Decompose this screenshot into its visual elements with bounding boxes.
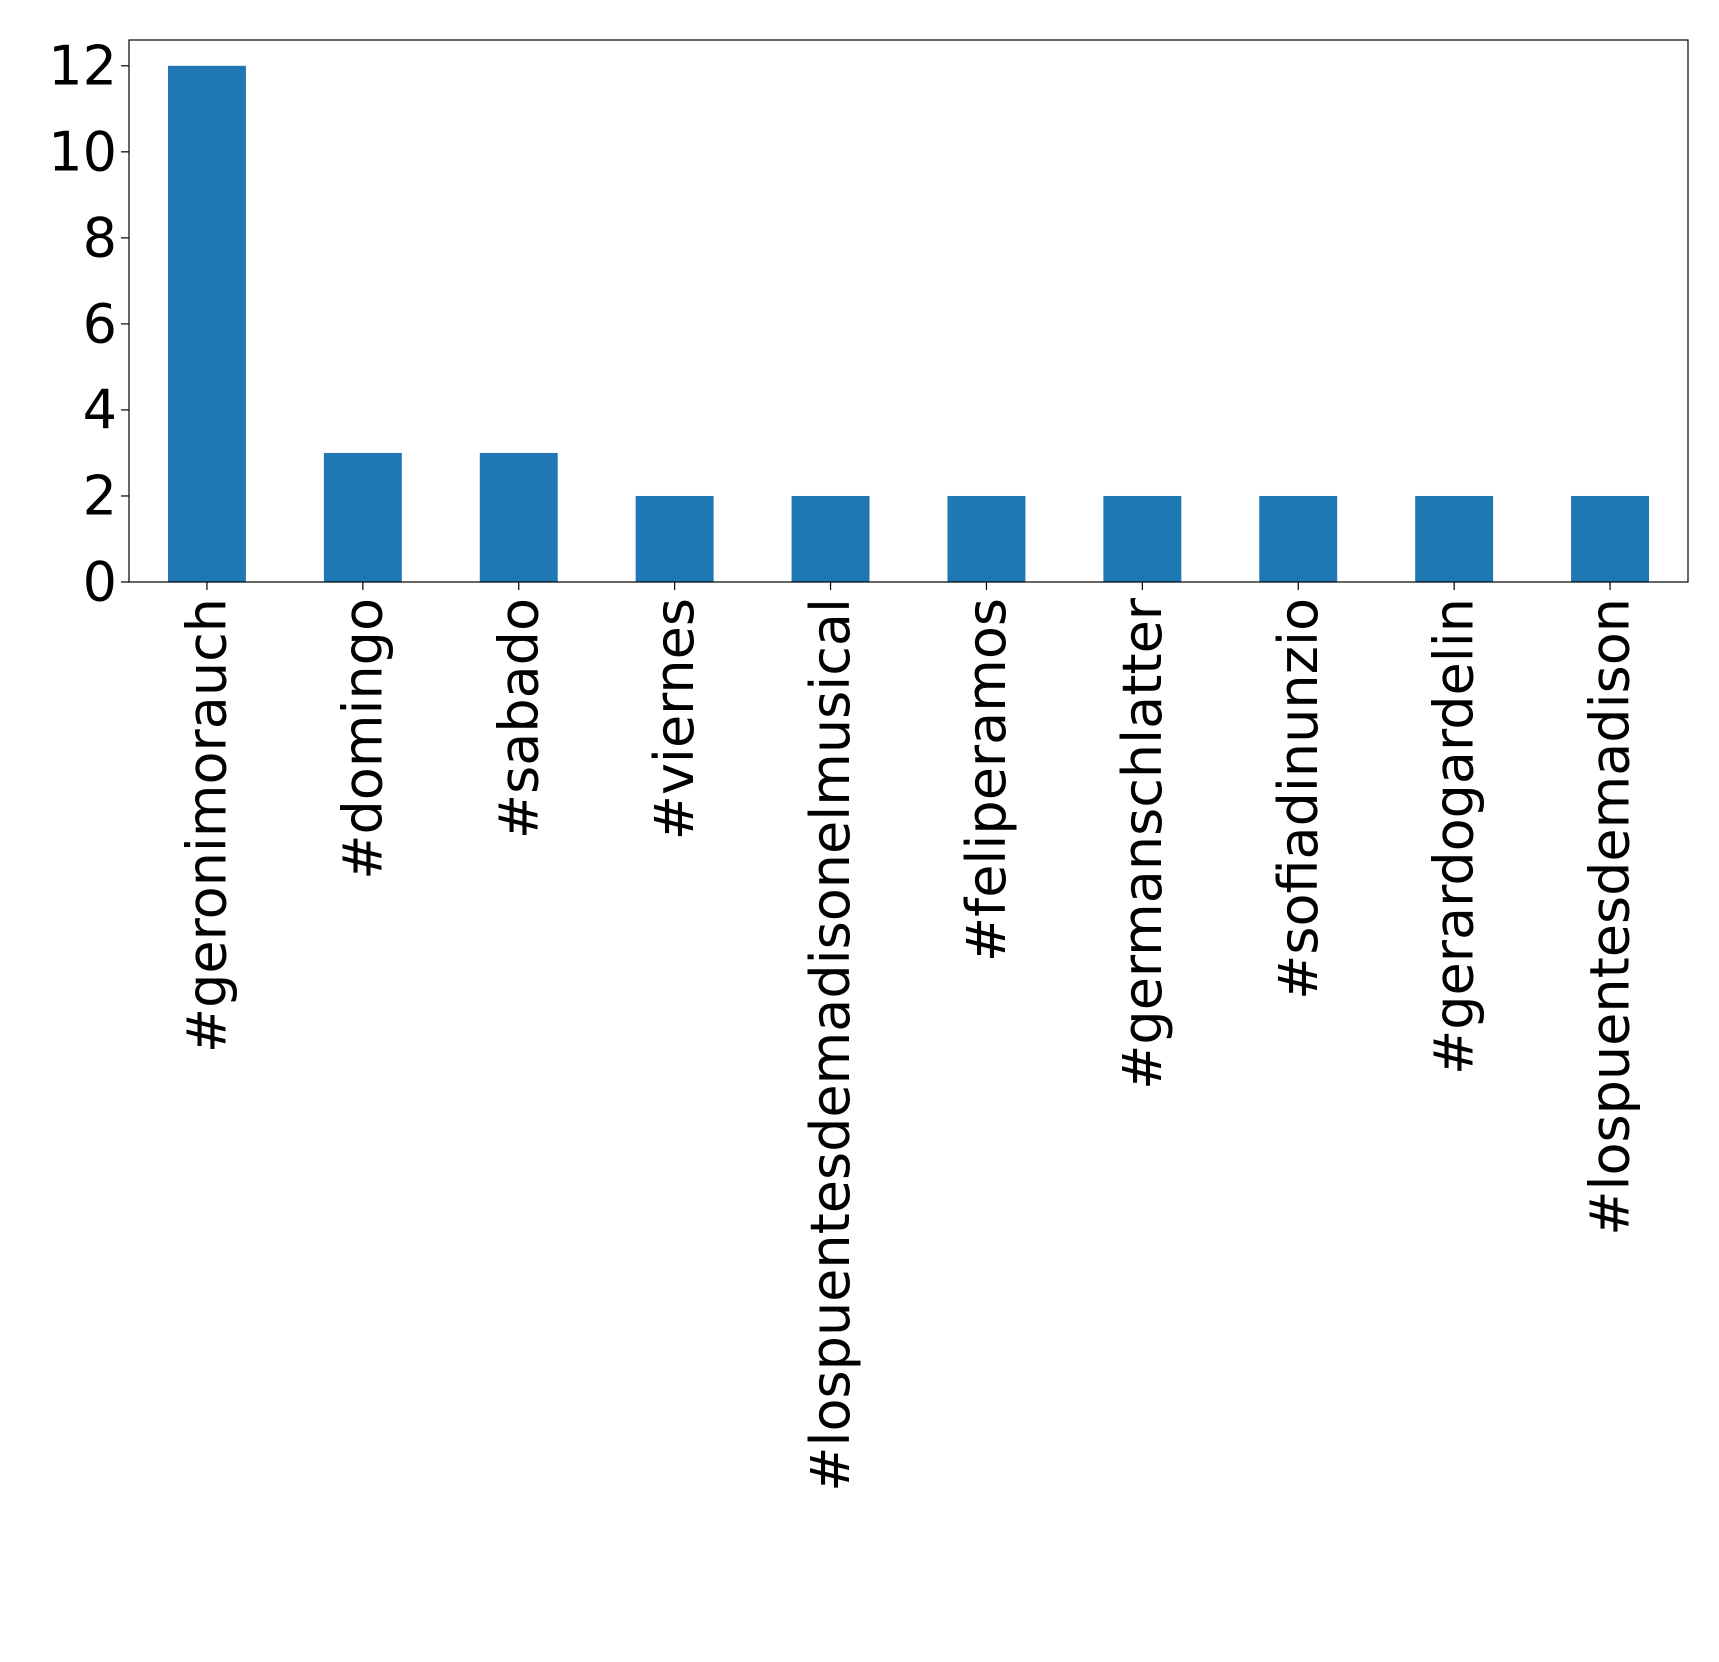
x-tick-label: #germanschlatter [1111, 597, 1174, 1090]
bar [1103, 495, 1182, 582]
x-tick-label: #geronimorauch [175, 598, 238, 1053]
x-tick-label: #gerardogardelin [1423, 598, 1486, 1075]
x-tick-label: #feliperamos [955, 598, 1018, 962]
bar [167, 65, 246, 583]
bar [1571, 495, 1650, 582]
y-tick-label: 12 [48, 34, 117, 97]
bar [479, 452, 558, 582]
plot-frame [128, 39, 1689, 583]
x-tick-label: #lospuentesdemadisonelmusical [799, 598, 862, 1492]
bars [167, 65, 1650, 583]
bar [791, 495, 870, 582]
y-tick-label: 2 [83, 464, 117, 527]
y-tick-label: 6 [83, 292, 117, 355]
x-tick-label: #domingo [331, 598, 394, 880]
bar [1415, 495, 1494, 582]
bar [635, 495, 714, 582]
y-tick-label: 4 [83, 378, 117, 441]
bar [323, 452, 402, 582]
y-tick-label: 8 [83, 206, 117, 269]
x-tick-label: #sofiadinunzio [1267, 598, 1330, 1000]
bar [1259, 495, 1338, 582]
y-tick-label: 0 [83, 551, 117, 614]
x-tick-label: #sabado [487, 598, 550, 839]
x-axis: #geronimorauch #domingo #sabado #viernes #lo… [175, 582, 1642, 1492]
y-axis: 0 2 4 6 8 10 12 [48, 34, 129, 614]
x-tick-label: #viernes [643, 598, 706, 840]
x-tick-label: #lospuentesdemadison [1579, 598, 1642, 1236]
bar [947, 495, 1026, 582]
y-tick-label: 10 [48, 120, 117, 183]
